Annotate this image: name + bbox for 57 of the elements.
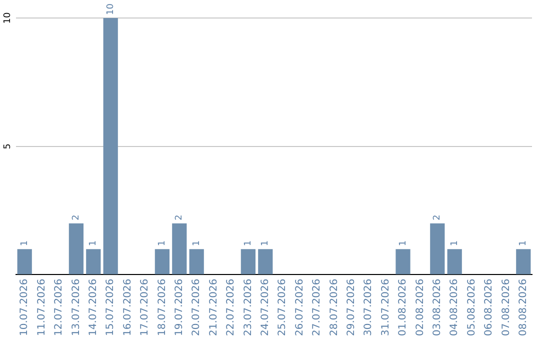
bar	[516, 249, 531, 274]
x-tick-label: 27.07.2026	[312, 278, 323, 336]
x-tick-label: 06.08.2026	[484, 278, 495, 336]
data-label: 10	[106, 3, 116, 15]
bar	[189, 249, 204, 274]
x-tick-label: 11.07.2026	[36, 278, 48, 336]
x-tick-label: 05.08.2026	[466, 278, 478, 336]
bar	[258, 249, 273, 274]
bar	[154, 249, 170, 274]
data-label: 1	[88, 240, 99, 246]
x-tick-label: 14.07.2026	[88, 278, 99, 336]
bar	[430, 223, 445, 274]
data-label: 1	[450, 240, 460, 246]
x-tick-label: 17.07.2026	[140, 278, 151, 336]
x-tick-label: 24.07.2026	[260, 278, 271, 336]
x-tick-label: 20.07.2026	[191, 278, 202, 336]
data-label: 1	[398, 240, 408, 246]
data-label: 2	[72, 214, 82, 220]
x-tick-label: 23.07.2026	[242, 278, 254, 336]
x-tick-label: 02.08.2026	[414, 278, 426, 336]
x-tick-label: 04.08.2026	[449, 278, 460, 336]
x-tick-label: 29.07.2026	[346, 278, 357, 336]
x-tick-label: 12.07.2026	[54, 278, 65, 336]
data-label: 1	[518, 240, 529, 246]
x-tick-label: 28.07.2026	[328, 278, 340, 336]
bar	[447, 249, 462, 274]
bar	[103, 18, 118, 274]
bar	[240, 249, 256, 274]
x-tick-label: 07.08.2026	[500, 278, 512, 336]
bar	[17, 249, 32, 274]
data-label: 1	[192, 240, 202, 246]
x-tick-label: 19.07.2026	[174, 278, 185, 336]
bar	[86, 249, 101, 274]
bar	[396, 249, 410, 274]
x-tick-label: 18.07.2026	[156, 278, 168, 336]
data-label: 1	[260, 240, 271, 246]
x-tick-label: 21.07.2026	[208, 278, 220, 336]
x-tick-label: 01.08.2026	[398, 278, 409, 336]
x-tick-label: 22.07.2026	[226, 278, 237, 336]
x-tick-label: 13.07.2026	[70, 278, 82, 336]
data-label: 1	[20, 240, 30, 246]
data-label: 1	[244, 240, 254, 246]
y-tick-label: 5	[2, 144, 13, 150]
x-tick-label: 26.07.2026	[294, 278, 306, 336]
x-tick-label: 31.07.2026	[380, 278, 392, 336]
bar	[172, 223, 187, 274]
x-tick-label: 25.07.2026	[277, 278, 288, 336]
x-tick-label: 15.07.2026	[105, 278, 116, 336]
x-tick-label: 03.08.2026	[432, 278, 443, 336]
data-label: 1	[158, 240, 168, 246]
x-tick-label: 16.07.2026	[122, 278, 134, 336]
data-label: 2	[174, 214, 185, 220]
x-tick-label: 30.07.2026	[363, 278, 374, 336]
data-label: 2	[432, 214, 443, 220]
bar	[68, 223, 84, 274]
x-tick-label: 08.08.2026	[518, 278, 529, 336]
x-tick-label: 10.07.2026	[19, 278, 30, 336]
